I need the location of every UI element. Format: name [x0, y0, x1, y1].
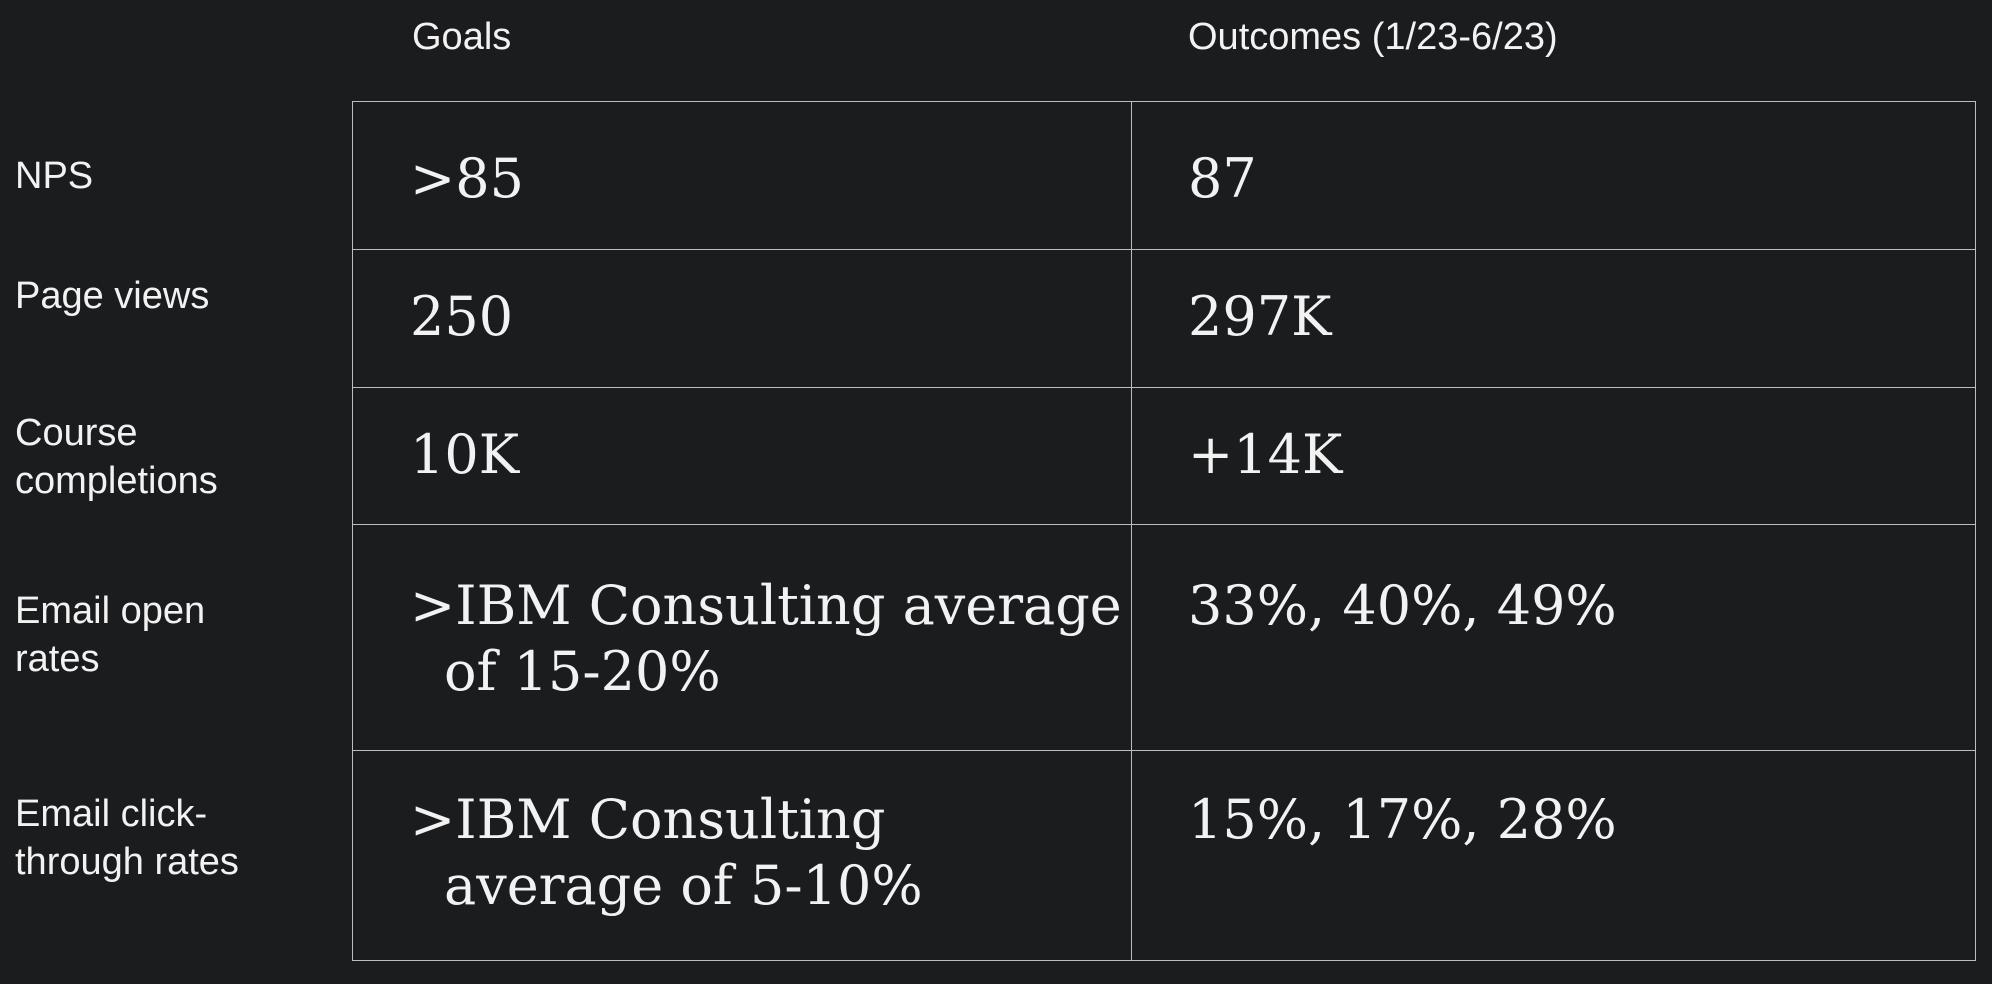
goal-text: average of 5-10%	[444, 854, 923, 917]
row-divider	[352, 249, 1976, 250]
goal-cell-nps: >85	[410, 146, 1110, 212]
row-label-line: NPS	[15, 155, 94, 197]
outcome-cell-email-open-rates: 33%, 40%, 49%	[1188, 574, 1617, 637]
row-label-line: completions	[15, 460, 218, 502]
row-label-course-completions: Course completions	[15, 409, 325, 505]
goal-text: >85	[410, 147, 524, 210]
outcome-cell-email-click-through-rates: 15%, 17%, 28%	[1188, 788, 1617, 851]
column-divider	[1131, 101, 1132, 961]
row-label-line: through rates	[15, 841, 239, 883]
goal-cell-course-completions: 10K	[410, 422, 1110, 488]
outcomes-column-header: Outcomes (1/23-6/23)	[1188, 16, 1558, 58]
row-label-line: Course	[15, 412, 138, 454]
outcome-cell-nps: 87	[1188, 147, 1257, 210]
goal-cell-page-views: 250	[410, 284, 1110, 350]
goal-text: of 15-20%	[444, 640, 721, 703]
row-divider	[352, 387, 1976, 388]
goal-text: >IBM Consulting average	[410, 574, 1122, 637]
row-label-line: rates	[15, 638, 100, 680]
row-label-line: Page views	[15, 275, 210, 317]
outcome-cell-course-completions: +14K	[1188, 423, 1343, 486]
row-label-line: Email click-	[15, 793, 208, 835]
metrics-table	[352, 101, 1976, 961]
goal-text: 10K	[410, 423, 520, 486]
goal-text: >IBM Consulting	[410, 788, 886, 851]
row-label-page-views: Page views	[15, 272, 325, 320]
row-label-email-click-through-rates: Email click- through rates	[15, 790, 325, 886]
goal-cell-email-click-through-rates: >IBM Consulting average of 5-10%	[410, 787, 1110, 919]
row-label-email-open-rates: Email open rates	[15, 587, 325, 683]
goal-cell-email-open-rates: >IBM Consulting average of 15-20%	[410, 573, 1122, 705]
goal-text: 250	[410, 285, 514, 348]
row-label-nps: NPS	[15, 152, 325, 200]
outcome-cell-page-views: 297K	[1188, 285, 1332, 348]
row-divider	[352, 524, 1976, 525]
goals-column-header: Goals	[412, 16, 512, 58]
row-label-line: Email open	[15, 590, 206, 632]
row-divider	[352, 750, 1976, 751]
